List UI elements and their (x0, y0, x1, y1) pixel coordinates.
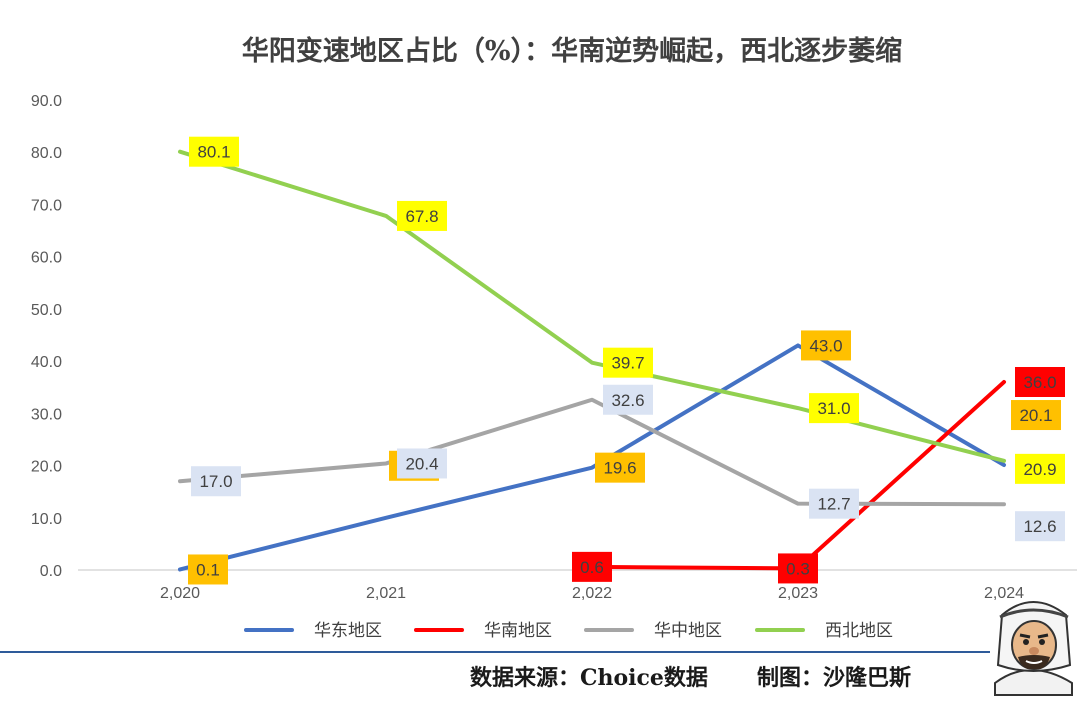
y-tick-label: 70.0 (31, 197, 62, 214)
data-label-text: 80.1 (197, 143, 230, 162)
legend-label: 华南地区 (484, 621, 552, 641)
data-label: 67.8 (397, 200, 447, 231)
data-label-box (397, 200, 447, 231)
x-tick-label: 2,022 (572, 585, 612, 602)
mascot-avatar-icon (994, 601, 1073, 696)
data-label-box (191, 466, 241, 497)
data-label-text: 39.7 (611, 354, 644, 373)
x-tick-label: 2,020 (160, 585, 200, 602)
data-label-text: 19.6 (603, 459, 636, 478)
data-label-box (778, 553, 818, 584)
data-label-text: 36.0 (1023, 373, 1056, 392)
data-label-box (1015, 367, 1065, 397)
data-label-text: 0.3 (786, 559, 810, 578)
data-label-text: 17.0 (199, 472, 232, 491)
data-label-box (188, 554, 228, 585)
data-label: 39.7 (603, 347, 653, 378)
data-label-text: 43.0 (809, 336, 842, 355)
data-label-text: 67.8 (405, 207, 438, 226)
y-tick-label: 50.0 (31, 302, 62, 319)
series-line-2 (178, 397, 1006, 507)
legend-label: 华中地区 (654, 621, 722, 641)
data-label-text: 20.1 (1019, 406, 1052, 425)
y-tick-label: 80.0 (31, 145, 62, 162)
legend: 华东地区 华南地区 华中地区 西北地区 (244, 621, 893, 641)
series-line-0 (178, 343, 1006, 572)
data-label-box (397, 448, 447, 479)
data-label: 20.9 (1015, 453, 1065, 484)
data-label-box (603, 347, 653, 378)
y-tick-label: 10.0 (31, 511, 62, 528)
data-label-text: 0.1 (196, 560, 220, 579)
data-label: 12.6 (1015, 511, 1065, 542)
data-label: 0.1 (188, 554, 228, 585)
data-label: 43.0 (801, 330, 851, 361)
data-label: 31.0 (809, 393, 859, 424)
data-label: 20.4 (397, 448, 447, 479)
y-tick-label: 20.0 (31, 459, 62, 476)
legend-label: 西北地区 (825, 621, 893, 641)
data-label-box (809, 488, 859, 519)
x-tick-label: 2,023 (778, 585, 818, 602)
data-label: 17.0 (191, 466, 241, 497)
footer-credit: 制图：沙隆巴斯 (757, 665, 911, 691)
data-label-box (809, 393, 859, 424)
data-label-box (1015, 453, 1065, 484)
series-lines (178, 149, 1006, 572)
data-label-text: 20.4 (405, 454, 438, 473)
series-line-3 (178, 149, 1006, 463)
data-label-text: 20.9 (1023, 460, 1056, 479)
data-label-box (1011, 400, 1061, 431)
data-label: 19.6 (595, 452, 645, 483)
data-label: 0.6 (572, 551, 612, 582)
x-tick-label: 2,024 (984, 585, 1024, 602)
y-axis: 0.0 10.0 20.0 30.0 40.0 50.0 60.0 70.0 80.0 90.0 (31, 93, 62, 580)
data-label-text: 12.7 (817, 495, 850, 514)
data-label-box (603, 384, 653, 415)
data-labels: 0.110.019.643.020.10.60.336.017.020.432.… (188, 136, 1065, 585)
y-tick-label: 0.0 (40, 563, 62, 580)
data-label: 80.1 (189, 136, 239, 167)
data-label-box (595, 452, 645, 483)
y-tick-label: 30.0 (31, 406, 62, 423)
data-label-box (1015, 511, 1065, 542)
data-label-box (572, 551, 612, 582)
y-tick-label: 90.0 (31, 93, 62, 110)
data-label: 36.0 (1015, 367, 1065, 397)
legend-label: 华东地区 (314, 621, 382, 641)
data-label: 12.7 (809, 488, 859, 519)
data-label-text: 32.6 (611, 391, 644, 410)
data-label-text: 0.6 (580, 558, 604, 577)
x-tick-label: 2,021 (366, 585, 406, 602)
data-label-text: 31.0 (817, 399, 850, 418)
y-tick-label: 60.0 (31, 250, 62, 267)
data-label: 32.6 (603, 384, 653, 415)
data-label-box (801, 330, 851, 361)
footer-source: 数据来源：Choice数据 (470, 665, 708, 691)
y-tick-label: 40.0 (31, 354, 62, 371)
data-label: 20.1 (1011, 400, 1061, 431)
chart-title: 华阳变速地区占比（%）：华南逆势崛起，西北逐步萎缩 (242, 35, 902, 67)
data-label: 0.3 (778, 553, 818, 584)
data-label-text: 12.6 (1023, 517, 1056, 536)
data-label-box (189, 136, 239, 167)
